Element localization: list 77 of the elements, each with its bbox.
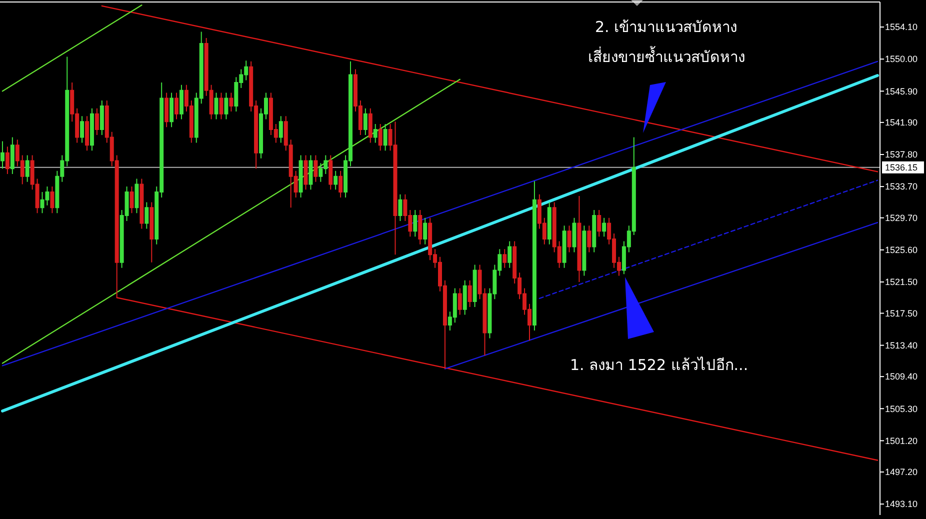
candlestick [25,154,30,182]
candlestick [10,136,14,175]
candlestick [592,210,596,253]
y-tick-label: 1497.20 [885,467,918,478]
candlestick [144,202,149,230]
candlestick [547,202,552,245]
candlestick [567,225,572,253]
candlestick [597,210,602,238]
candlestick [383,123,388,152]
candlestick [373,123,378,144]
y-tick-label: 1517.50 [885,308,918,318]
candlestick [363,108,368,136]
candlestick [328,154,333,190]
candlestick [532,180,536,331]
y-tick-label: 1509.40 [885,372,918,382]
candlestick [314,154,318,182]
candlestick [170,92,174,128]
y-tick-label: 1505.30 [885,404,918,414]
candlestick [94,108,99,136]
candlestick [150,202,154,263]
y-tick-label: 1525.60 [885,245,918,256]
candlestick [413,210,418,238]
candlestick [587,225,592,253]
annotation: 1. ลงมา 1522 แล้วไปอีก... [570,356,748,374]
candlestick [508,240,512,268]
y-tick-label: 1550.00 [885,54,918,64]
candlestick [458,288,462,316]
candlestick [602,217,606,238]
candlestick [562,225,566,268]
y-tick-label: 1533.70 [885,182,918,192]
candlestick [368,108,372,144]
candlestick [179,84,184,120]
candlestick [502,248,507,268]
candlestick [5,146,10,175]
y-tick-label: 1537.80 [885,150,918,160]
candlestick [140,178,144,230]
candlestick [468,280,472,308]
candlestick [304,154,308,190]
y-tick-label: 1554.10 [885,22,918,32]
candlestick [85,116,90,152]
y-tick-label: 1513.40 [885,340,918,350]
candlestick [577,195,582,282]
candlestick [572,217,576,253]
candlestick [278,116,283,144]
candlestick [219,92,224,120]
candlestick [462,280,467,316]
candlestick [308,154,313,190]
candlestick [338,170,343,198]
candlestick [90,108,94,152]
candlestick [50,186,54,214]
candlestick [582,225,586,276]
y-tick-label: 1529.70 [885,212,918,223]
candlestick [0,140,4,170]
y-tick-label: 1493.10 [885,499,918,510]
y-tick-label: 1545.90 [885,86,918,96]
annotation: 2. เข้ามาแนวสบัดหาง [595,18,738,36]
candlestick [398,194,402,222]
y-tick-label: 1521.50 [885,277,918,288]
candlestick [472,264,477,308]
candlestick [100,100,104,136]
ref-line-label: 1536.15 [885,162,918,173]
candlestick [224,92,228,120]
candlestick [134,178,139,214]
annotation: เสี่ยงขายซ้ำแนวสบัดหาง [588,46,745,66]
candlestick [174,92,178,120]
candlestick [164,92,169,128]
candlestick [130,186,134,214]
candlestick [334,170,338,190]
candlestick [229,92,234,112]
y-tick-label: 1541.90 [885,118,918,128]
candlestick [80,116,84,144]
candlestick [214,92,218,120]
candlestick [378,123,382,152]
y-tick-label: 1501.20 [885,436,918,446]
candlestick [298,154,303,198]
candlestick [418,210,422,245]
candlestick [423,217,428,245]
